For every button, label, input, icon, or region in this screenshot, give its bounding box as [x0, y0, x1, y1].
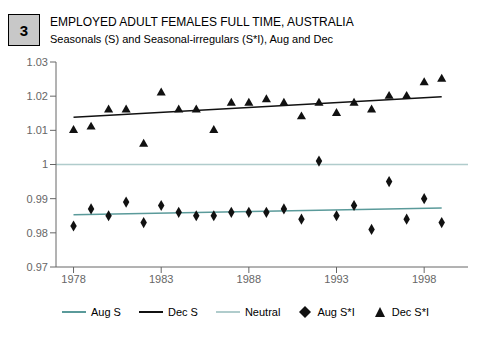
svg-text:1978: 1978 [61, 273, 85, 285]
svg-text:1.03: 1.03 [27, 56, 48, 68]
svg-text:1: 1 [42, 158, 48, 170]
svg-text:1.01: 1.01 [27, 124, 48, 136]
html-text:Aug S: Aug S [91, 306, 121, 318]
html-text:Neutral: Neutral [244, 306, 281, 318]
svg-text:0.97: 0.97 [27, 261, 48, 273]
html-text:Seasonals (S) and Seasonal-irr: Seasonals (S) and Seasonal-irregulars (S… [50, 32, 334, 45]
svg-text:1.02: 1.02 [27, 90, 48, 102]
html-text:Aug S*I: Aug S*I [317, 306, 355, 318]
svg-text:1993: 1993 [324, 273, 348, 285]
html-text:Dec S*I: Dec S*I [391, 306, 429, 318]
svg-text:0.98: 0.98 [27, 227, 48, 239]
html-text:Dec S: Dec S [168, 306, 198, 318]
svg-text:0.99: 0.99 [27, 193, 48, 205]
html-text:EMPLOYED ADULT FEMALES FULL TI: EMPLOYED ADULT FEMALES FULL TIME, AUSTRA… [50, 14, 354, 29]
svg-text:1998: 1998 [412, 273, 436, 285]
svg-text:1988: 1988 [237, 273, 261, 285]
svg-text:1983: 1983 [149, 273, 173, 285]
html-text:3: 3 [19, 21, 29, 39]
